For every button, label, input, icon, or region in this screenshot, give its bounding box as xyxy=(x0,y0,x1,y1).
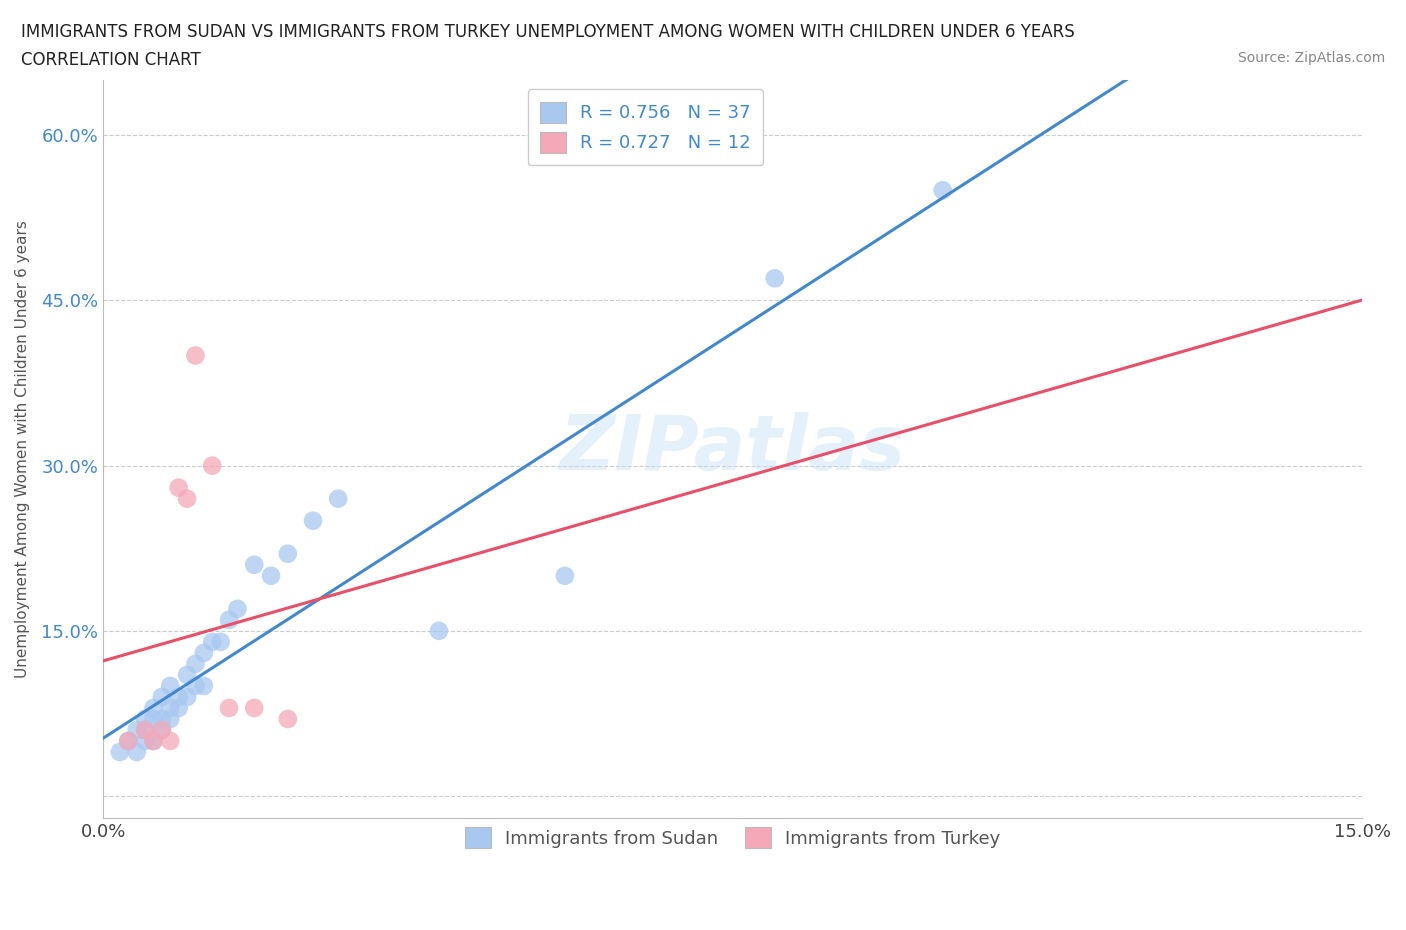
Point xyxy=(150,689,173,704)
Text: IMMIGRANTS FROM SUDAN VS IMMIGRANTS FROM TURKEY UNEMPLOYMENT AMONG WOMEN WITH CH: IMMIGRANTS FROM SUDAN VS IMMIGRANTS FROM… xyxy=(21,23,1074,41)
Point xyxy=(226,602,249,617)
Point xyxy=(427,623,450,638)
Point xyxy=(134,723,156,737)
Point xyxy=(159,734,181,749)
Point xyxy=(328,491,350,506)
Text: ZIPatlas: ZIPatlas xyxy=(560,412,905,486)
Point xyxy=(117,734,139,749)
Point xyxy=(201,634,224,649)
Point xyxy=(167,689,190,704)
Point xyxy=(176,689,198,704)
Point xyxy=(159,711,181,726)
Point xyxy=(150,723,173,737)
Point xyxy=(184,348,207,363)
Point xyxy=(763,271,786,286)
Point xyxy=(193,679,215,694)
Point xyxy=(243,700,266,715)
Point xyxy=(176,668,198,683)
Point xyxy=(167,480,190,495)
Point xyxy=(125,745,148,760)
Y-axis label: Unemployment Among Women with Children Under 6 years: Unemployment Among Women with Children U… xyxy=(15,220,30,678)
Point xyxy=(302,513,325,528)
Point xyxy=(184,679,207,694)
Point xyxy=(142,711,165,726)
Point xyxy=(142,734,165,749)
Point xyxy=(201,458,224,473)
Point xyxy=(277,546,299,561)
Point xyxy=(167,700,190,715)
Point xyxy=(142,734,165,749)
Point xyxy=(554,568,576,583)
Point xyxy=(277,711,299,726)
Point xyxy=(134,711,156,726)
Point xyxy=(193,645,215,660)
Point xyxy=(176,491,198,506)
Point xyxy=(243,557,266,572)
Text: CORRELATION CHART: CORRELATION CHART xyxy=(21,51,201,69)
Point xyxy=(218,700,240,715)
Point xyxy=(134,734,156,749)
Point xyxy=(134,723,156,737)
Point xyxy=(150,723,173,737)
Point xyxy=(218,612,240,627)
Point xyxy=(142,700,165,715)
Text: Source: ZipAtlas.com: Source: ZipAtlas.com xyxy=(1237,51,1385,65)
Point xyxy=(184,657,207,671)
Point xyxy=(931,183,953,198)
Point xyxy=(260,568,283,583)
Legend: Immigrants from Sudan, Immigrants from Turkey: Immigrants from Sudan, Immigrants from T… xyxy=(453,815,1012,861)
Point xyxy=(125,723,148,737)
Point xyxy=(159,700,181,715)
Point xyxy=(150,711,173,726)
Point xyxy=(117,734,139,749)
Point xyxy=(209,634,232,649)
Point xyxy=(108,745,131,760)
Point xyxy=(159,679,181,694)
